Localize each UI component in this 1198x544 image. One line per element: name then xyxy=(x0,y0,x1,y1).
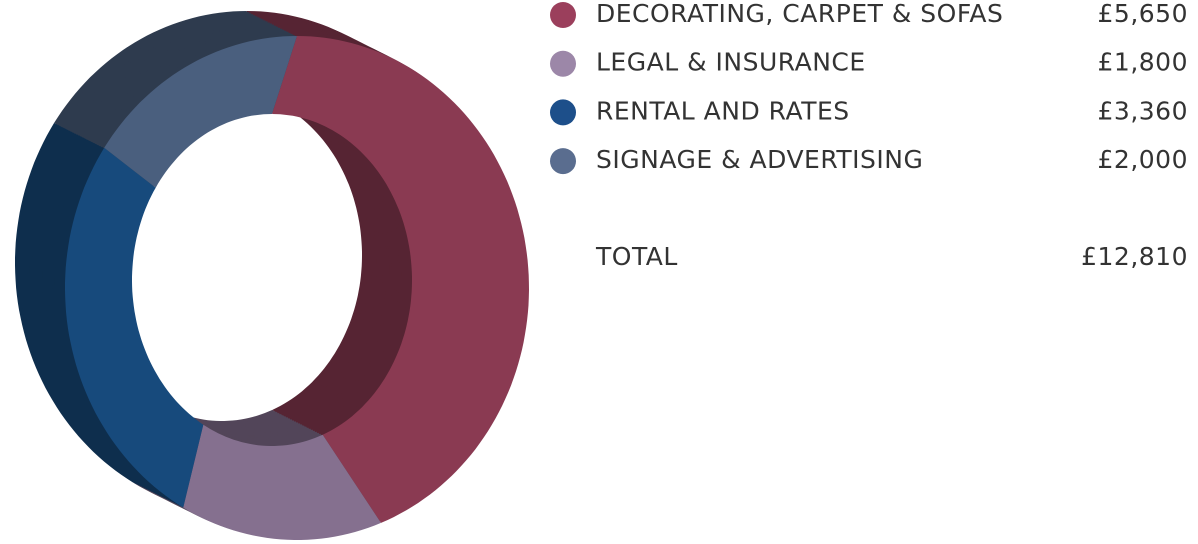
slice xyxy=(183,424,381,540)
legend-label: SIGNAGE & ADVERTISING xyxy=(596,145,923,174)
legend-swatch xyxy=(550,2,576,28)
slice xyxy=(272,36,529,523)
legend-swatch xyxy=(550,50,576,77)
legend-label: RENTAL AND RATES xyxy=(596,96,850,125)
total-value: £12,810 xyxy=(1081,242,1188,271)
total-label: TOTAL xyxy=(595,242,678,271)
legend-value: £2,000 xyxy=(1098,145,1188,174)
legend-swatch xyxy=(550,99,576,126)
legend: DECORATING, CARPET & SOFAS £5,650 LEGAL & … xyxy=(550,0,1188,175)
donut xyxy=(15,11,529,540)
legend-value: £5,650 xyxy=(1098,0,1188,28)
legend-label: LEGAL & INSURANCE xyxy=(596,48,866,77)
legend-swatch xyxy=(550,148,576,175)
slice xyxy=(104,36,297,188)
legend-label: DECORATING, CARPET & SOFAS xyxy=(596,0,1003,28)
slice xyxy=(65,147,204,508)
legend-value: £3,360 xyxy=(1098,96,1188,125)
legend-value: £1,800 xyxy=(1098,48,1188,77)
